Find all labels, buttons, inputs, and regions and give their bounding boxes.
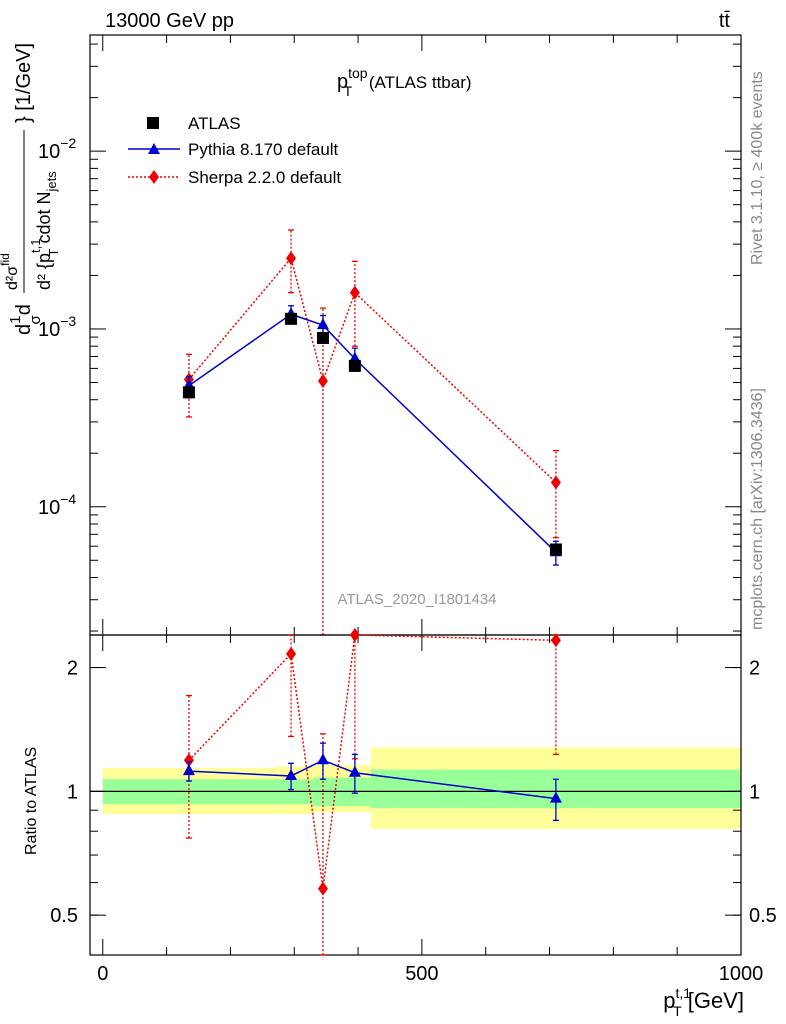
ratio-sherpa-point xyxy=(286,646,297,661)
ratio-ytick-label: 0.5 xyxy=(50,905,78,927)
ratio-ytick-label: 1 xyxy=(67,781,78,803)
pythia-point xyxy=(316,318,329,330)
energy-label: 13000 GeV pp xyxy=(105,10,234,32)
ratio-panel: 0.5 0.5 1 1 2 2 0 500 1000 Ratio to ATLAS pt,1 T … xyxy=(23,628,777,1019)
main-ytick-label: 10−2 xyxy=(38,135,76,163)
svg-text:} [1/GeV]: } [1/GeV] xyxy=(13,43,35,123)
ratio-ytick-label-right: 0.5 xyxy=(749,905,777,927)
legend: ATLAS Pythia 8.170 default Sherpa 2.2.0 … xyxy=(128,114,341,187)
analysis-id-label: ATLAS_2020_I1801434 xyxy=(337,591,496,608)
ratio-bands xyxy=(90,747,741,829)
legend-sherpa-label: Sherpa 2.2.0 default xyxy=(188,168,341,187)
ratio-ylabel: Ratio to ATLAS xyxy=(23,747,40,855)
main-ytick-label: 10−3 xyxy=(38,313,76,341)
atlas-point xyxy=(549,543,562,556)
sherpa-point xyxy=(349,285,360,300)
atlas-point xyxy=(285,312,298,325)
main-series xyxy=(182,229,562,636)
main-panel: 10−4 10−3 10−2 ptop T (ATLAS ttbar) ATLAS_2… xyxy=(0,34,742,636)
legend-pythia-label: Pythia 8.170 default xyxy=(188,140,339,159)
legend-pythia-marker xyxy=(148,143,160,154)
plot-title: ptop T (ATLAS ttbar) xyxy=(337,65,472,99)
ratio-frame xyxy=(89,634,742,956)
ratio-pythia-point xyxy=(285,768,298,780)
svg-text:d²σfid: d²σfid xyxy=(0,253,21,290)
atlas-point xyxy=(316,331,329,344)
process-label: tt̄ xyxy=(719,10,731,32)
xtick-label: 1000 xyxy=(719,963,764,985)
ratio-sherpa-point xyxy=(317,881,328,896)
mcplots-label: mcplots.cern.ch [arXiv:1306.3436] xyxy=(749,388,766,630)
legend-atlas-label: ATLAS xyxy=(188,114,241,133)
sherpa-line xyxy=(188,256,557,483)
xtick-label: 0 xyxy=(97,963,108,985)
ratio-pythia-point xyxy=(549,791,562,803)
ratio-ytick-label-right: 2 xyxy=(749,658,760,680)
sherpa-point xyxy=(550,475,561,490)
ratio-pythia-point xyxy=(348,765,361,777)
ratio-ytick-label-right: 1 xyxy=(749,781,760,803)
ratio-sherpa-point xyxy=(349,628,360,642)
ratio-pythia-point xyxy=(316,753,329,765)
main-ytick-label: 10−4 xyxy=(38,491,76,519)
ratio-sherpa-point xyxy=(183,753,194,768)
main-ticks: 10−4 10−3 10−2 xyxy=(38,35,742,635)
svg-text:d² {pt,1T cdot Njets: d² {pt,1 T cdot Njets xyxy=(28,171,61,290)
xtick-label: 500 xyxy=(405,963,438,985)
sherpa-point xyxy=(317,373,328,388)
main-ylabel: d1 σd d²σfid d² {pt,1 T cdot Njets } [1/Ge… xyxy=(0,43,61,335)
ratio-pythia-point xyxy=(182,764,195,776)
atlas-point xyxy=(182,386,195,399)
sherpa-point xyxy=(286,251,297,266)
ratio-ytick-label: 2 xyxy=(67,658,78,680)
rivet-version-label: Rivet 3.1.10, ≥ 400k events xyxy=(749,71,766,265)
ratio-series xyxy=(182,628,562,956)
atlas-point xyxy=(348,359,361,372)
ratio-sherpa-point xyxy=(550,633,561,648)
legend-atlas-marker xyxy=(147,117,159,129)
ratio-ticks: 0.5 0.5 1 1 2 2 0 500 1000 xyxy=(50,635,777,985)
xlabel: pt,1 T [GeV] xyxy=(663,985,744,1019)
pythia-line xyxy=(188,313,557,553)
legend-sherpa-marker xyxy=(149,170,159,184)
